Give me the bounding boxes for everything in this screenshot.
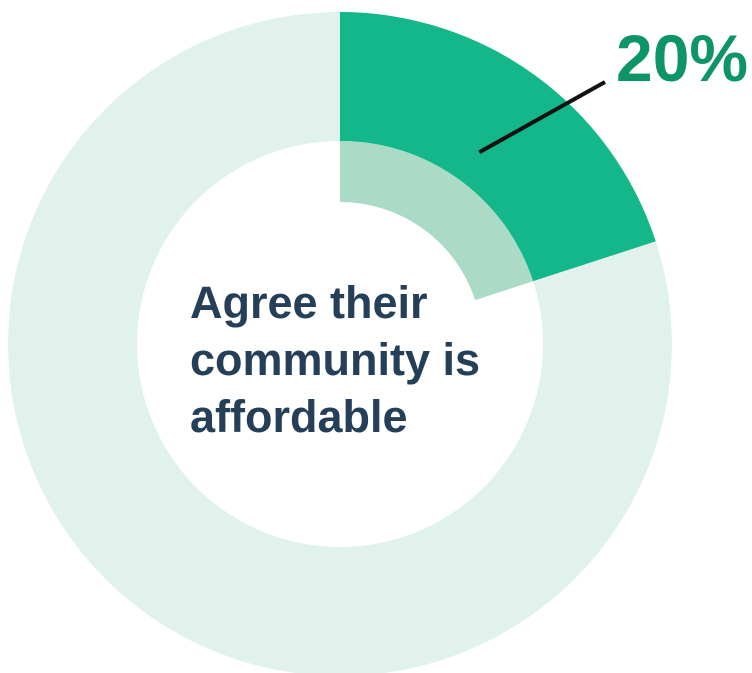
value-leader-line — [478, 80, 606, 155]
slice-1 — [8, 12, 672, 673]
value-label-20-percent: 20% — [616, 21, 748, 95]
center-label-line-3: affordable — [190, 391, 408, 442]
slice-0 — [340, 12, 656, 282]
slices-group — [8, 12, 672, 673]
slice-0-inner-band — [340, 141, 534, 301]
center-label-line-1: Agree their — [190, 277, 428, 328]
center-label-line-2: community is — [190, 334, 480, 385]
